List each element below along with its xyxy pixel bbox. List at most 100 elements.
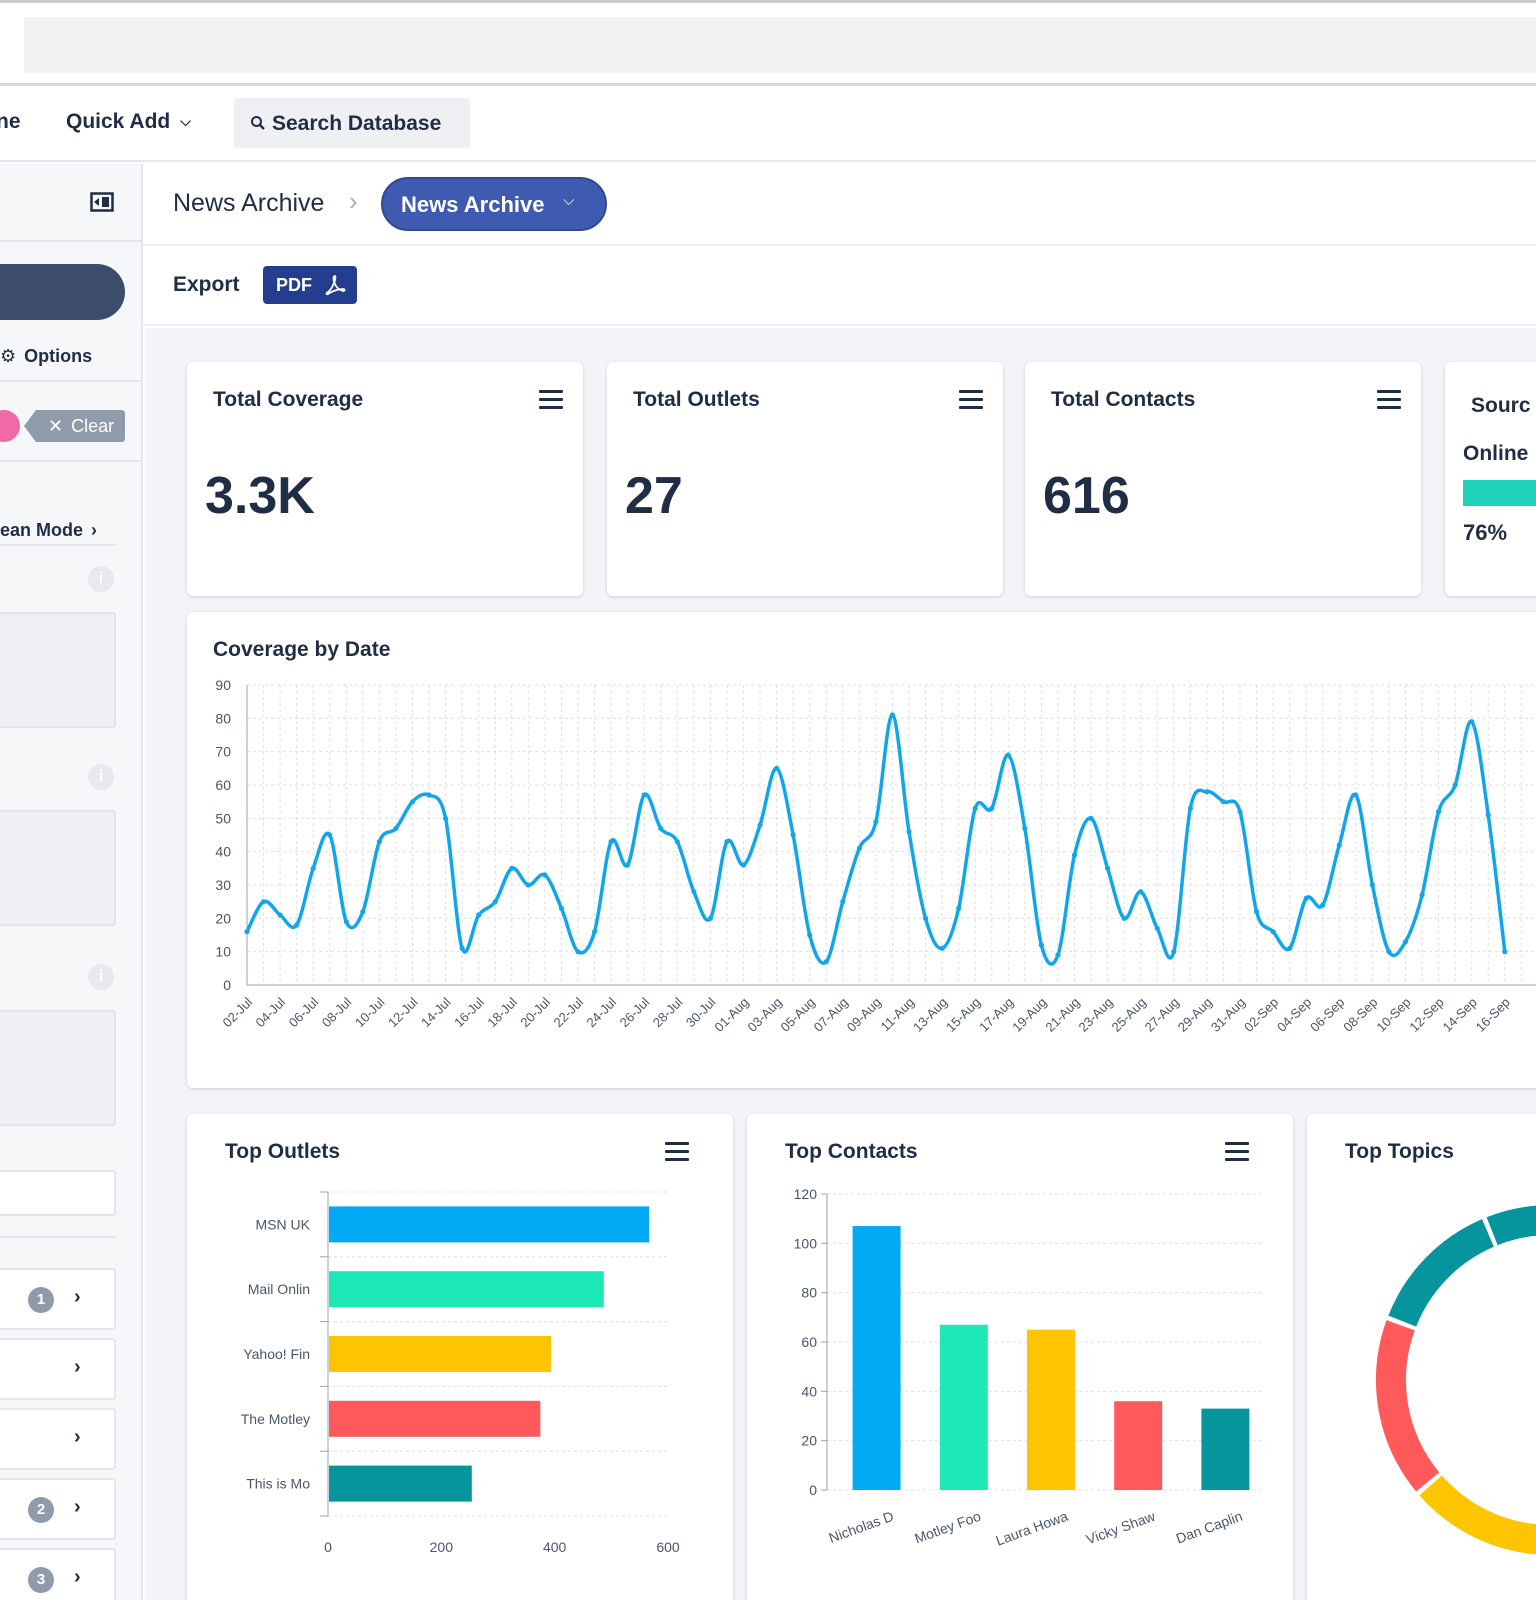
sidebar-collapse-icon[interactable] bbox=[90, 192, 114, 212]
x-tick-label: 08-Jul bbox=[319, 994, 355, 1030]
x-tick-label: 16-Sep bbox=[1473, 995, 1513, 1035]
data-point bbox=[1386, 949, 1392, 955]
clean-mode-toggle[interactable]: ean Mode › bbox=[0, 520, 97, 541]
breadcrumb-link[interactable]: News Archive bbox=[173, 189, 325, 217]
y-tick-label: 100 bbox=[794, 1235, 818, 1251]
contact-bar bbox=[852, 1226, 901, 1490]
online-progress-bar bbox=[1463, 480, 1536, 506]
menu-icon[interactable] bbox=[959, 390, 983, 410]
sidebar-filter-row[interactable]: 2 › bbox=[0, 1478, 116, 1540]
data-point bbox=[691, 889, 697, 895]
top-topics-donut-chart bbox=[1376, 1205, 1536, 1555]
x-tick-label: 09-Aug bbox=[844, 995, 884, 1035]
y-tick-label: 80 bbox=[215, 710, 231, 726]
data-point bbox=[277, 912, 283, 918]
kpi-value: 616 bbox=[1043, 467, 1130, 525]
x-tick-label: 16-Jul bbox=[451, 994, 487, 1030]
sidebar-filter-row[interactable]: › bbox=[0, 1408, 116, 1470]
breadcrumb-separator-icon: › bbox=[349, 186, 358, 216]
category-label: MSN UK bbox=[256, 1216, 311, 1232]
kpi-value: 27 bbox=[625, 467, 683, 525]
x-tick-label: 0 bbox=[324, 1539, 332, 1555]
x-tick-label: 02-Sep bbox=[1241, 995, 1281, 1035]
search-database-button[interactable]: Search Database bbox=[234, 98, 470, 148]
filter-panel-box[interactable] bbox=[0, 810, 116, 926]
nav-quick-add-menu[interactable]: Quick Add ⌵ bbox=[66, 110, 191, 134]
filter-panel-box[interactable] bbox=[0, 1010, 116, 1126]
data-point bbox=[244, 929, 250, 935]
data-point bbox=[625, 862, 631, 868]
filter-color-tag[interactable] bbox=[0, 410, 20, 442]
data-point bbox=[1138, 889, 1144, 895]
data-point bbox=[1237, 809, 1243, 815]
clear-filters-button[interactable]: ✕ Clear bbox=[24, 410, 125, 442]
info-icon[interactable]: i bbox=[88, 764, 114, 790]
data-point bbox=[641, 792, 647, 798]
address-bar[interactable] bbox=[24, 17, 1536, 73]
data-point bbox=[1369, 882, 1375, 888]
outlet-bar bbox=[329, 1206, 650, 1243]
data-point bbox=[343, 919, 349, 925]
breadcrumb-current-dropdown[interactable]: News Archive ⌵ bbox=[381, 177, 607, 231]
x-tick-label: 10-Jul bbox=[352, 994, 388, 1030]
chevron-down-icon: ⌵ bbox=[180, 113, 191, 129]
y-tick-label: 50 bbox=[215, 810, 231, 826]
data-point bbox=[1154, 925, 1160, 931]
data-point bbox=[906, 829, 912, 835]
y-tick-label: 40 bbox=[215, 844, 231, 860]
count-badge: 1 bbox=[28, 1287, 54, 1313]
menu-icon[interactable] bbox=[665, 1142, 689, 1162]
menu-icon[interactable] bbox=[1377, 390, 1401, 410]
dashboard-content: Total Coverage 3.3K Total Outlets 27 Tot… bbox=[145, 328, 1536, 1600]
data-point bbox=[294, 922, 300, 928]
x-tick-label: 01-Aug bbox=[711, 995, 751, 1035]
top-outlets-bar-chart: MSN UK Mail Onlin Yahoo! Fin The Motley This… bbox=[241, 1191, 680, 1555]
data-point bbox=[740, 862, 747, 868]
category-label: Vicky Shaw bbox=[1084, 1507, 1158, 1547]
data-point bbox=[1253, 909, 1260, 915]
y-tick-label: 90 bbox=[215, 677, 231, 693]
y-tick-label: 0 bbox=[223, 977, 231, 993]
data-point bbox=[558, 905, 565, 911]
topic-slice bbox=[1486, 1205, 1536, 1246]
info-icon[interactable]: i bbox=[88, 964, 114, 990]
data-point bbox=[1303, 895, 1309, 901]
menu-icon[interactable] bbox=[1225, 1142, 1249, 1162]
y-tick-label: 0 bbox=[809, 1482, 817, 1498]
kpi-title: Total Outlets bbox=[633, 388, 760, 411]
info-icon[interactable]: i bbox=[88, 566, 114, 592]
topic-slice bbox=[1419, 1475, 1536, 1555]
x-tick-label: 04-Jul bbox=[253, 994, 289, 1030]
options-button[interactable]: ⚙ Options bbox=[0, 346, 92, 367]
chevron-down-icon: ⌵ bbox=[563, 192, 575, 209]
data-point bbox=[1204, 789, 1210, 795]
breadcrumb-current-label: News Archive bbox=[401, 192, 545, 217]
sidebar-filter-row[interactable]: 3 › bbox=[0, 1548, 116, 1600]
menu-icon[interactable] bbox=[539, 390, 563, 410]
sidebar-primary-button[interactable] bbox=[0, 264, 125, 320]
search-database-label: Search Database bbox=[272, 112, 442, 135]
sidebar-filter-row[interactable]: › bbox=[0, 1338, 116, 1400]
sidebar-text-field[interactable] bbox=[0, 1170, 116, 1216]
data-point bbox=[1220, 799, 1227, 805]
data-point bbox=[426, 792, 432, 798]
filter-panel-box[interactable] bbox=[0, 612, 116, 728]
category-label: This is Mo bbox=[246, 1476, 310, 1492]
sidebar-divider bbox=[0, 460, 141, 462]
outlet-bar bbox=[329, 1400, 541, 1437]
y-tick-label: 10 bbox=[215, 944, 231, 960]
export-pdf-button[interactable]: PDF bbox=[263, 266, 357, 304]
top-outlets-card: Top Outlets MSN UK Mail Onlin Yahoo! Fin Th… bbox=[187, 1114, 733, 1600]
topic-slice bbox=[1388, 1219, 1495, 1327]
contact-bar bbox=[939, 1324, 988, 1490]
sidebar-filter-row[interactable]: 1 › bbox=[0, 1268, 116, 1330]
x-tick-label: 10-Sep bbox=[1373, 995, 1413, 1035]
x-tick-label: 07-Aug bbox=[811, 995, 851, 1035]
contact-bar bbox=[1027, 1329, 1075, 1490]
y-tick-label: 60 bbox=[215, 777, 231, 793]
nav-home-link[interactable]: ne bbox=[0, 110, 21, 133]
data-point bbox=[492, 899, 498, 905]
data-point bbox=[1485, 812, 1491, 818]
data-point bbox=[542, 872, 548, 878]
count-badge: 2 bbox=[28, 1497, 54, 1523]
